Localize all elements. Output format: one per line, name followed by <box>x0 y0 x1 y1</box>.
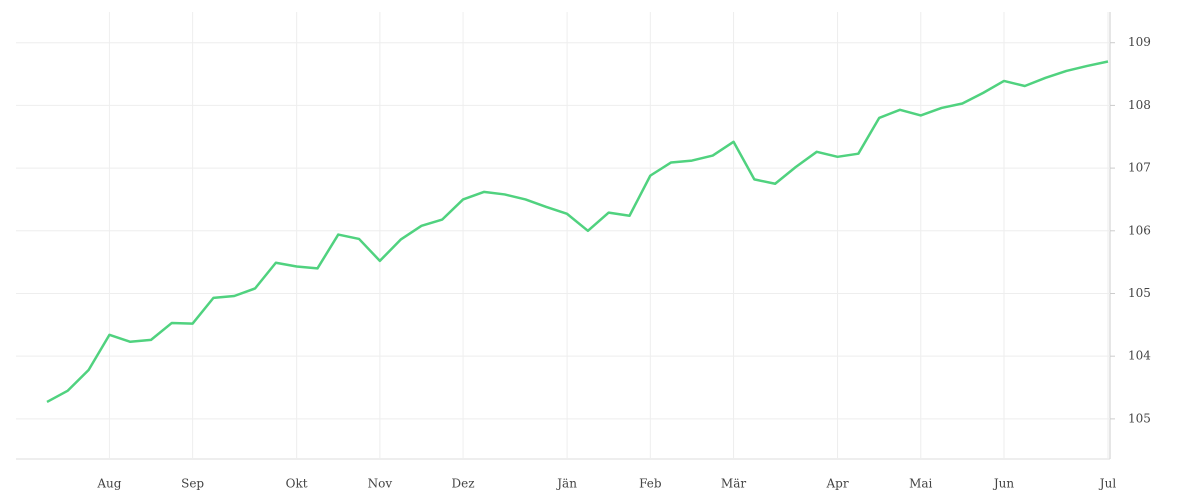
x-tick-label: Jun <box>992 477 1015 491</box>
y-tick-label: 105 <box>1128 411 1151 425</box>
x-tick-label: Nov <box>368 477 393 491</box>
y-tick-label: 108 <box>1128 98 1151 112</box>
y-tick-label: 104 <box>1128 349 1151 363</box>
x-tick-label: Jul <box>1098 477 1117 491</box>
line <box>46 60 1109 404</box>
x-tick-label: Aug <box>96 477 121 491</box>
x-tick-label: Apr <box>826 477 849 491</box>
x-tick-label: Okt <box>286 477 308 491</box>
y-tick-label: 106 <box>1128 223 1151 237</box>
y-tick-label: 109 <box>1128 35 1151 49</box>
y-tick-label: 105 <box>1128 286 1151 300</box>
x-tick-label: Dez <box>452 477 475 491</box>
x-tick-label: Mär <box>721 477 746 491</box>
x-tick-label: Sep <box>181 477 204 491</box>
x-tick-label: Feb <box>639 477 662 491</box>
y-tick-label: 107 <box>1128 161 1151 175</box>
x-tick-label: Jän <box>555 477 577 491</box>
x-tick-label: Mai <box>909 477 932 491</box>
